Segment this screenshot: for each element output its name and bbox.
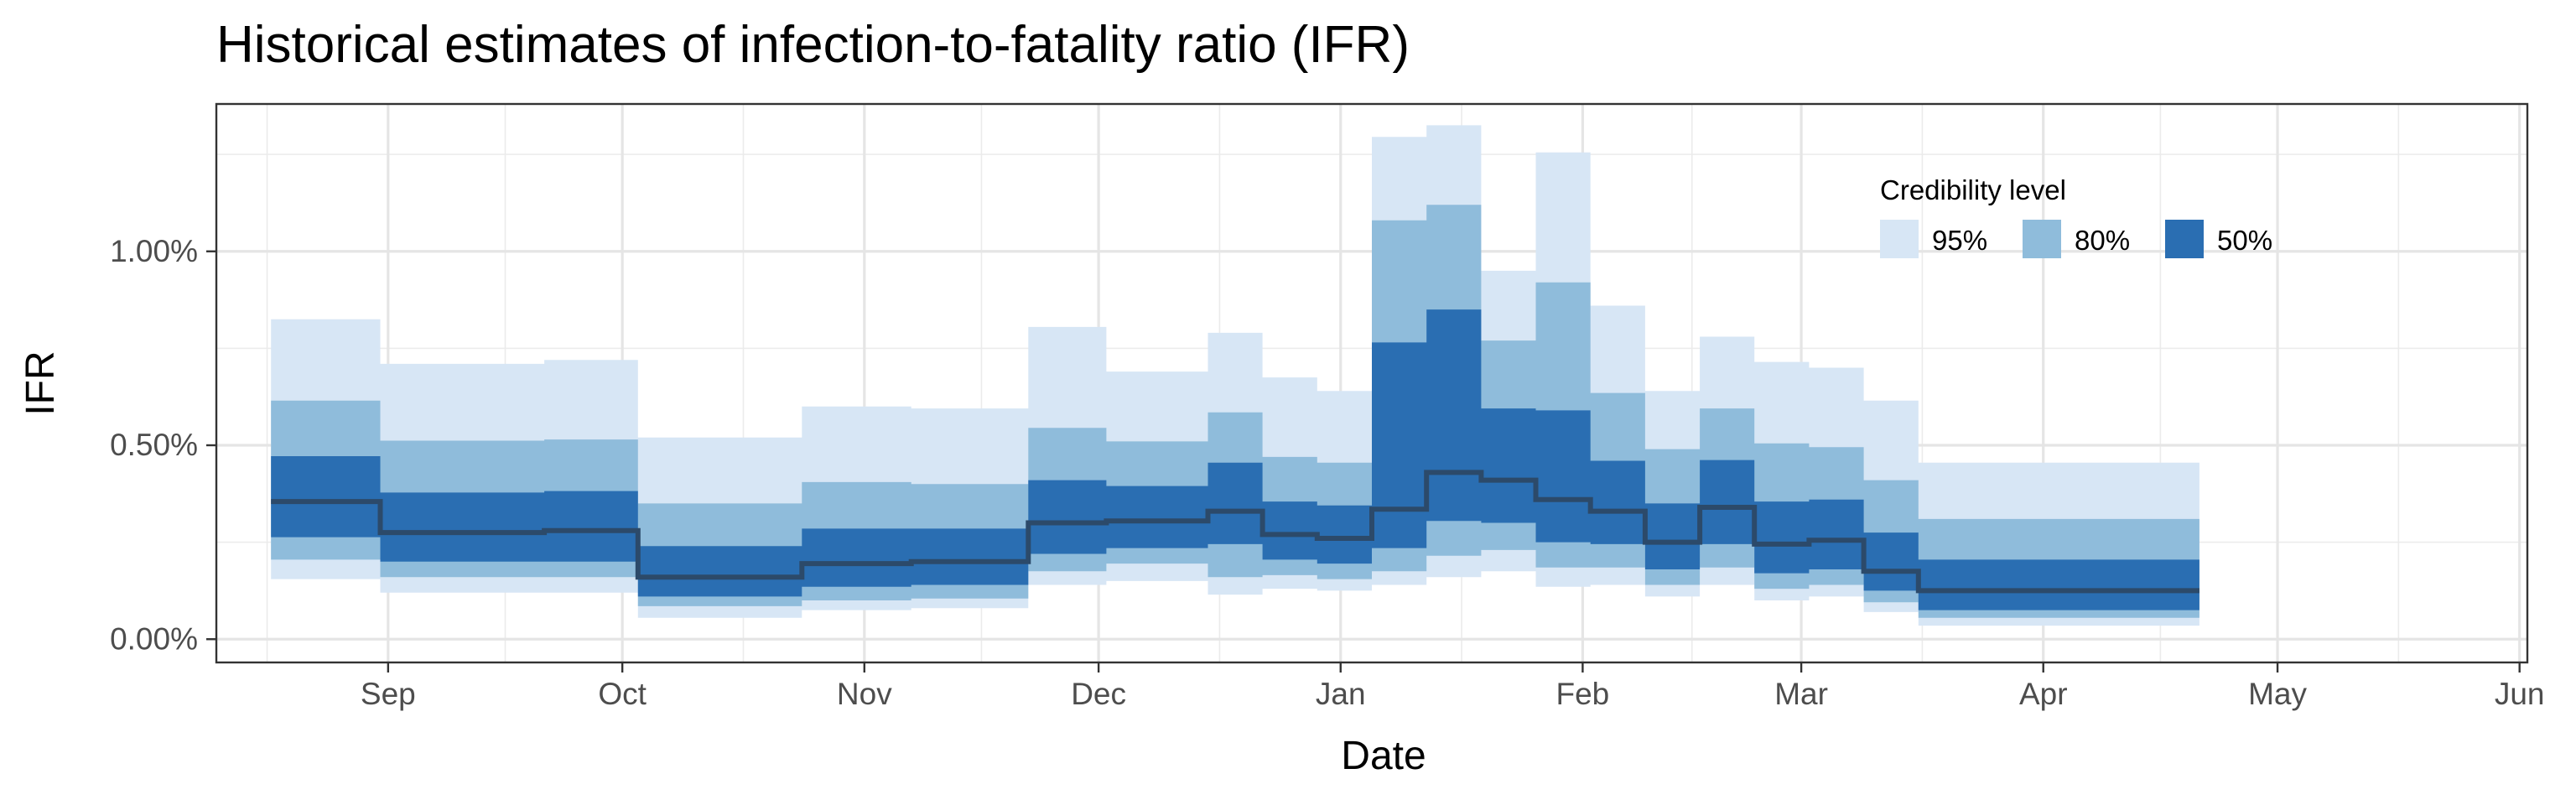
x-tick-label: Feb	[1556, 677, 1610, 711]
legend-key-50	[2165, 220, 2204, 258]
chart-title: Historical estimates of infection-to-fat…	[216, 16, 1410, 74]
legend-label: 95%	[1932, 225, 1987, 256]
median-line	[271, 470, 2199, 594]
legend-entries: 95% 80% 50%	[1880, 220, 2272, 258]
x-tick-label: Nov	[837, 677, 892, 711]
plot-area	[215, 102, 2529, 664]
credibility-ribbons	[271, 125, 2199, 626]
x-tick-label: Oct	[598, 677, 647, 711]
x-tick-label: Jun	[2495, 677, 2545, 711]
x-tick-label: Sep	[361, 677, 416, 711]
x-tick-label: Apr	[2019, 677, 2068, 711]
legend-title: Credibility level	[1880, 174, 2066, 205]
x-tick-label: May	[2248, 677, 2307, 711]
x-axis: Sep Oct Nov Dec Jan Feb Mar Apr May Jun	[361, 662, 2545, 711]
x-tick-label: Jan	[1316, 677, 1366, 711]
ribbon-50	[271, 309, 2199, 610]
legend-key-80	[2023, 220, 2061, 258]
median-line-group	[271, 470, 2199, 594]
y-axis-title: IFR	[18, 351, 63, 415]
y-tick-label: 0.00%	[110, 621, 198, 656]
plot-border	[215, 102, 2529, 664]
y-tick-label: 0.50%	[110, 428, 198, 462]
x-tick-label: Mar	[1774, 677, 1828, 711]
legend: Credibility level 95% 80% 50%	[1880, 174, 2272, 258]
y-axis: 0.00% 0.50% 1.00%	[110, 234, 216, 656]
y-tick-label: 1.00%	[110, 234, 198, 268]
x-axis-title: Date	[1341, 734, 1426, 778]
legend-label: 80%	[2075, 225, 2130, 256]
x-tick-label: Dec	[1071, 677, 1126, 711]
legend-key-95	[1880, 220, 1919, 258]
legend-label: 50%	[2217, 225, 2272, 256]
